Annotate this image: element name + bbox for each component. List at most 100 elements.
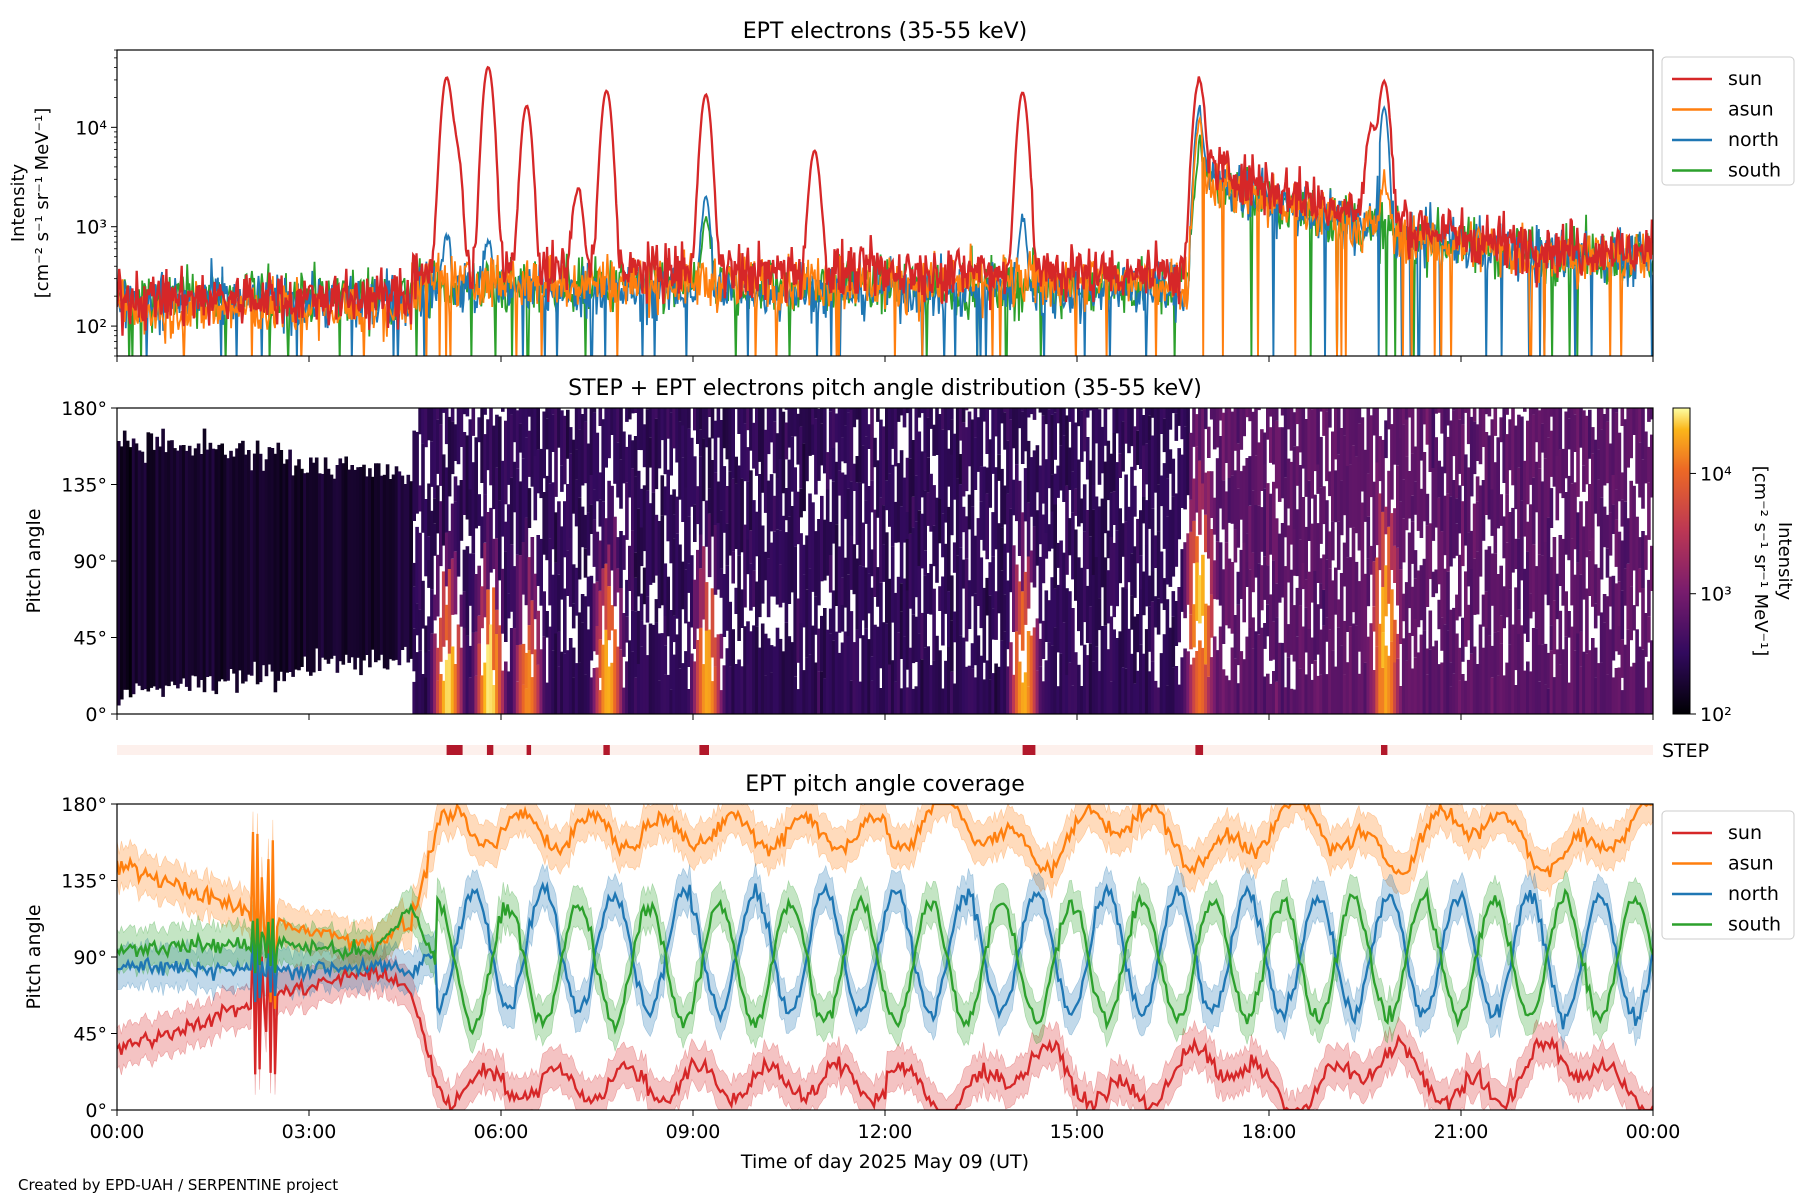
panel1-line-sun [117, 65, 1653, 336]
heatmap-cell [1558, 535, 1563, 586]
heatmap-cell [1127, 506, 1131, 583]
heatmap-cell [1461, 408, 1465, 425]
heatmap-cell [489, 507, 493, 573]
heatmap-cell [1012, 545, 1016, 632]
heatmap-cell [1313, 494, 1317, 571]
heatmap-cell [495, 634, 499, 714]
heatmap-cell [746, 539, 750, 575]
heatmap-cell [1410, 521, 1415, 564]
heatmap-cell [1437, 497, 1441, 585]
heatmap-cell [952, 611, 957, 643]
heatmap-cell [1274, 681, 1279, 714]
heatmap-cell [1576, 633, 1580, 714]
heatmap-cell [444, 604, 449, 641]
heatmap-cell [843, 557, 848, 608]
heatmap-cell [1106, 408, 1111, 410]
panel3-ytick-label: 0° [85, 1100, 107, 1122]
heatmap-cell [1136, 614, 1140, 653]
heatmap-cell [1189, 614, 1193, 650]
heatmap-cell [1236, 683, 1241, 714]
heatmap-cell [858, 565, 862, 639]
step-mark [699, 745, 709, 755]
heatmap-cell [1561, 448, 1565, 499]
heatmap-cell [1056, 408, 1060, 424]
heatmap-cell [453, 501, 458, 552]
heatmap-cell [592, 583, 597, 652]
panel3-legend-frame [1661, 810, 1795, 940]
heatmap-cell [1198, 640, 1202, 714]
heatmap-cell [536, 664, 540, 714]
heatmap-cell [1097, 598, 1102, 631]
heatmap-cell [592, 668, 597, 714]
heatmap-cell [1144, 629, 1149, 714]
heatmap-cell [1469, 569, 1474, 654]
heatmap-cell [814, 418, 818, 495]
heatmap-cell [651, 492, 656, 583]
heatmap-cell [964, 408, 969, 411]
heatmap-cell [1508, 512, 1512, 590]
heatmap-cell [1540, 481, 1545, 556]
heatmap-cell [657, 521, 662, 609]
heatmap-cell [1012, 408, 1016, 449]
heatmap-cell [1422, 558, 1427, 631]
heatmap-cell [846, 412, 851, 489]
heatmap-cell [1032, 450, 1037, 527]
heatmap-cell [1026, 502, 1031, 557]
heatmap-cell [728, 471, 732, 556]
heatmap-cell [1407, 471, 1412, 519]
heatmap-cell [1286, 624, 1291, 658]
panel2-heatmap [117, 408, 1653, 714]
heatmap-cell [1097, 671, 1102, 714]
heatmap-cell [622, 431, 626, 484]
heatmap-cell [1201, 408, 1205, 484]
heatmap-cell [846, 408, 851, 413]
heatmap-cell [1401, 518, 1406, 563]
heatmap-cell [1416, 652, 1421, 714]
heatmap-cell [1472, 421, 1477, 475]
heatmap-cell [654, 599, 659, 623]
heatmap-cell [1588, 550, 1592, 596]
heatmap-cell [1277, 642, 1282, 714]
heatmap-cell [1183, 426, 1187, 510]
heatmap-cell [374, 463, 378, 663]
heatmap-cell [412, 628, 416, 672]
heatmap-cell [654, 408, 659, 419]
heatmap-cell [1437, 460, 1441, 498]
heatmap-cell [551, 574, 555, 651]
heatmap-cell [1307, 629, 1311, 714]
heatmap-cell [731, 408, 735, 479]
heatmap-cell [899, 408, 904, 416]
heatmap-cell [518, 644, 523, 714]
heatmap-cell [613, 629, 617, 714]
heatmap-cell [415, 603, 419, 636]
heatmap-cell [1195, 562, 1199, 621]
heatmap-cell [205, 449, 210, 677]
heatmap-cell [1428, 408, 1433, 472]
heatmap-cell [929, 665, 933, 714]
heatmap-cell [849, 410, 854, 482]
heatmap-cell [592, 412, 597, 490]
heatmap-cell [973, 408, 978, 438]
heatmap-cell [545, 475, 549, 561]
heatmap-cell [1198, 408, 1202, 461]
heatmap-cell [1410, 495, 1415, 522]
heatmap-cell [1567, 682, 1571, 714]
heatmap-cell [1404, 660, 1409, 714]
heatmap-cell [1103, 461, 1108, 534]
heatmap-cell [1171, 667, 1176, 714]
heatmap-cell [571, 439, 576, 514]
step-mark [1195, 745, 1204, 755]
heatmap-cell [1071, 608, 1075, 686]
heatmap-cell [1147, 408, 1152, 416]
heatmap-cell [1410, 586, 1415, 636]
heatmap-cell [1401, 593, 1406, 622]
heatmap-cell [755, 408, 759, 476]
panel1-legend-label-asun: asun [1728, 99, 1774, 121]
heatmap-cell [820, 423, 824, 466]
heatmap-cell [1588, 409, 1592, 459]
heatmap-cell [1251, 648, 1255, 714]
heatmap-cell [645, 549, 650, 597]
heatmap-cell [1085, 510, 1090, 570]
heatmap-cell [1475, 501, 1480, 552]
heatmap-cell [1596, 567, 1601, 616]
